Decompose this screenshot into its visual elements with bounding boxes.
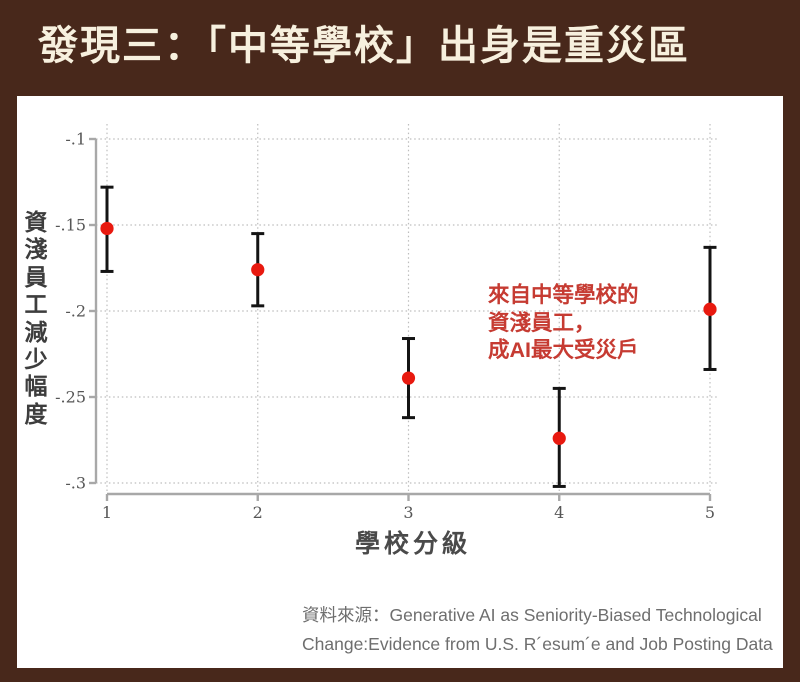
- x-tick-label: 1: [102, 503, 112, 522]
- source-note: 資料來源：Generative AI as Seniority-Biased T…: [302, 601, 773, 658]
- y-tick-label: -.15: [55, 216, 86, 235]
- y-axis-title-char: 資: [24, 209, 48, 235]
- annotation-line: 來自中等學校的: [488, 283, 639, 307]
- y-axis-title-char: 減: [24, 318, 48, 345]
- scatter-plot: -.1 -.15 -.2 -.25 -.3 1 2 3 4 5: [55, 124, 718, 522]
- y-axis-title-char: 員: [24, 263, 48, 290]
- y-tick-label: -.3: [65, 474, 86, 493]
- data-point: [251, 263, 265, 277]
- annotation-line: 成AI最大受災戶: [488, 338, 639, 362]
- x-tick-label: 4: [554, 503, 564, 522]
- y-axis-title-char: 幅: [24, 373, 48, 400]
- x-tick-label: 3: [403, 503, 413, 522]
- data-point: [703, 302, 717, 316]
- source-line: Change:Evidence from U.S. R´esum´e and J…: [302, 633, 773, 654]
- y-tick-label: -.25: [55, 388, 86, 407]
- y-axis-title-char: 淺: [24, 236, 48, 263]
- page-title: 發現三：「中等學校」出身是重災區: [38, 24, 690, 68]
- chart-annotation: 來自中等學校的 資淺員工， 成AI最大受災戶: [488, 282, 718, 365]
- y-tick-label: -.2: [65, 302, 86, 321]
- data-point: [100, 221, 114, 236]
- chart-card: -.1 -.15 -.2 -.25 -.3 1 2 3 4 5 資淺員工減少幅度 學校分級 來自中…: [17, 96, 783, 668]
- source-line: 資料來源：Generative AI as Seniority-Biased T…: [302, 605, 762, 625]
- annotation-line: 資淺員工，: [488, 310, 596, 335]
- y-axis-title-char: 度: [24, 400, 48, 427]
- x-axis-title: 學校分級: [354, 530, 471, 558]
- y-axis-title-char: 少: [24, 346, 48, 373]
- y-axis-title: 資淺員工減少幅度: [22, 209, 50, 428]
- x-tick-label: 2: [253, 503, 263, 522]
- data-point: [552, 431, 566, 445]
- y-axis-title-char: 工: [24, 291, 48, 318]
- x-tick-label: 5: [705, 503, 715, 522]
- y-tick-label: -.1: [65, 130, 86, 149]
- data-point: [401, 371, 416, 385]
